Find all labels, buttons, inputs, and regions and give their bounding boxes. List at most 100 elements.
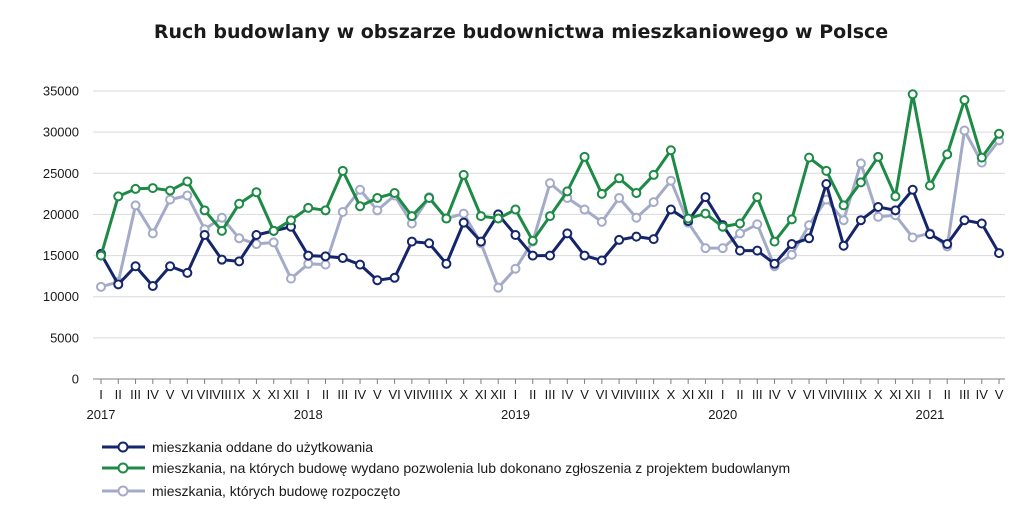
data-point (493, 213, 504, 224)
data-point (579, 151, 590, 162)
data-point (113, 279, 124, 290)
chart-title: Ruch budowlany w obszarze budownictwa mi… (154, 21, 888, 43)
data-point (976, 152, 987, 163)
data-point (717, 221, 728, 232)
data-point (510, 204, 521, 215)
x-tick-label: VI (181, 387, 193, 402)
legend-entry: mieszkania, których budowę rozpoczęto (102, 483, 400, 499)
data-point (596, 188, 607, 199)
data-point (441, 258, 452, 269)
data-point (458, 217, 469, 228)
x-tick-label: XI (268, 387, 280, 402)
y-tick-label: 5000 (50, 330, 79, 345)
data-point (475, 211, 486, 222)
x-tick-label: VII (197, 387, 213, 402)
x-tick-label: VIII (212, 387, 232, 402)
x-tick-label: XII (490, 387, 506, 402)
data-point (303, 258, 314, 269)
legend-label: mieszkania oddane do użytkowania (152, 439, 373, 455)
data-point (96, 281, 106, 292)
data-point (147, 228, 158, 239)
x-tick-label: VI (596, 387, 608, 402)
data-point (648, 234, 659, 245)
data-point (596, 216, 607, 227)
data-point (804, 233, 815, 244)
data-point (113, 191, 124, 202)
data-point (372, 192, 383, 203)
x-tick-label: VIII (419, 387, 439, 402)
series-1 (96, 89, 1005, 261)
data-point (769, 236, 780, 247)
data-point (527, 235, 538, 246)
data-point (804, 152, 815, 163)
data-point (441, 213, 452, 224)
data-point (147, 183, 158, 194)
data-point (734, 245, 745, 256)
year-label: 2019 (501, 407, 530, 422)
data-point (165, 261, 176, 272)
data-point (182, 176, 193, 187)
data-point (303, 202, 314, 213)
data-point (562, 186, 573, 197)
x-tick-label: VIII (627, 387, 647, 402)
data-point (199, 205, 210, 216)
data-point (147, 281, 158, 292)
x-tick-label: II (736, 387, 743, 402)
x-tick-label: II (322, 387, 329, 402)
data-point (199, 230, 210, 240)
data-point (734, 218, 745, 229)
x-tick-label: IV (147, 387, 160, 402)
data-point (873, 202, 884, 213)
x-tick-label: X (252, 387, 261, 402)
data-point (165, 185, 176, 196)
data-point (320, 205, 331, 216)
legend-entry: mieszkania, na których budowę wydano poz… (102, 460, 790, 476)
data-point (717, 243, 728, 254)
data-point (579, 204, 590, 215)
legend-label: mieszkania, których budowę rozpoczęto (152, 483, 400, 499)
x-tick-label: III (545, 387, 556, 402)
legend-swatch-marker (117, 441, 129, 453)
data-point (268, 225, 279, 236)
x-tick-label: XII (283, 387, 299, 402)
data-point (268, 237, 279, 248)
data-point (510, 230, 521, 240)
data-point (216, 212, 227, 223)
data-point (665, 145, 676, 156)
data-point (838, 215, 849, 226)
x-tick-label: III (959, 387, 970, 402)
series-2 (96, 125, 1005, 293)
data-point (355, 201, 366, 212)
x-tick-label: VIII (834, 387, 854, 402)
data-point (648, 169, 659, 180)
x-tick-label: IX (647, 387, 660, 402)
data-point (372, 205, 383, 216)
data-point (631, 212, 642, 223)
x-tick-label: IX (855, 387, 868, 402)
legend-swatch-marker (117, 485, 129, 497)
x-tick-label: VII (818, 387, 834, 402)
data-point (924, 229, 935, 240)
x-tick-label: X (874, 387, 883, 402)
data-point (907, 89, 918, 100)
data-point (890, 205, 901, 216)
data-point (355, 259, 366, 270)
y-axis: 0 5000 10000 15000 20000 25000 30000 35000 (43, 84, 79, 387)
data-point (389, 188, 400, 199)
data-point (320, 251, 331, 262)
data-point (510, 263, 521, 274)
data-point (130, 183, 141, 194)
data-point (493, 282, 504, 293)
data-point (372, 275, 383, 286)
x-axis: I II III IV V VI VII VIII IX X XI XII I II III IV V VI VII… (87, 378, 1006, 422)
data-point (942, 239, 953, 250)
data-point (320, 259, 331, 270)
data-point (234, 256, 245, 267)
data-point (285, 273, 296, 284)
x-tick-label: XI (889, 387, 901, 402)
data-point (545, 211, 556, 222)
x-tick-label: X (667, 387, 676, 402)
data-point (355, 184, 366, 195)
data-point (182, 190, 193, 201)
data-point (959, 95, 970, 106)
